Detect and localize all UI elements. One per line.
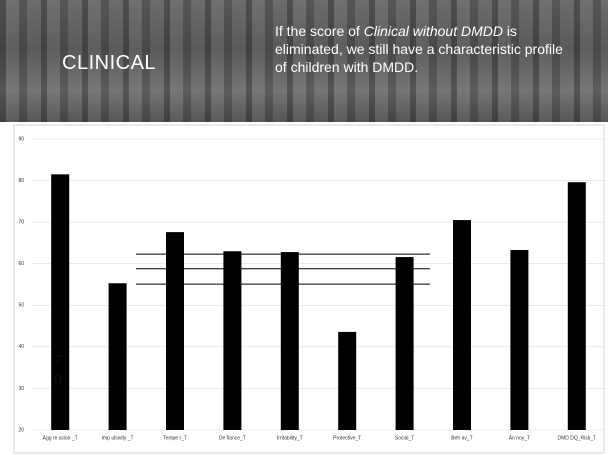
bar bbox=[166, 232, 184, 430]
y-tick-label: 40 bbox=[18, 344, 24, 350]
bar bbox=[395, 257, 414, 430]
x-tick-label: Imp ulsivity _T bbox=[102, 435, 134, 441]
bar bbox=[280, 252, 299, 430]
bar bbox=[108, 283, 127, 430]
x-tick-label: DMD DQ_Risk_T bbox=[557, 435, 596, 441]
bar bbox=[510, 249, 529, 430]
slide-text: If the score of Clinical without DMDD is… bbox=[275, 22, 565, 76]
bar bbox=[338, 331, 357, 430]
x-tick-label: Beh av_T bbox=[451, 435, 472, 441]
x-tick-label: Social_T bbox=[395, 435, 414, 441]
annotation: 0 bbox=[54, 371, 62, 387]
bar bbox=[567, 182, 586, 430]
y-tick-label: 50 bbox=[18, 303, 24, 309]
x-tick-label: De fiance_T bbox=[219, 435, 246, 441]
x-tick-label: Protective_T bbox=[333, 435, 361, 441]
y-tick-label: 30 bbox=[18, 386, 24, 392]
y-tick-label: 20 bbox=[18, 427, 24, 433]
text-part: If the score of bbox=[275, 23, 364, 39]
annotation: 7 bbox=[54, 352, 62, 368]
x-tick-label: An noy_T bbox=[509, 435, 530, 441]
x-tick-label: Tempe r_T bbox=[163, 435, 187, 441]
y-tick-label: 90 bbox=[18, 136, 24, 142]
text-emphasis: Clinical without DMDD bbox=[363, 23, 503, 39]
y-tick-label: 80 bbox=[18, 178, 24, 184]
bar bbox=[223, 251, 242, 430]
header-banner: CLINICAL If the score of Clinical withou… bbox=[0, 0, 608, 122]
y-tick-label: 60 bbox=[18, 261, 24, 267]
x-tick-label: Agg re ssion _T bbox=[43, 435, 78, 441]
slide-title: CLINICAL bbox=[62, 52, 157, 74]
bar bbox=[453, 220, 471, 430]
y-tick-label: 70 bbox=[18, 219, 24, 225]
x-tick-label: Irritability_T bbox=[277, 435, 303, 441]
bar bbox=[51, 174, 70, 430]
text-part: is eliminated, we still have a character… bbox=[275, 23, 563, 75]
